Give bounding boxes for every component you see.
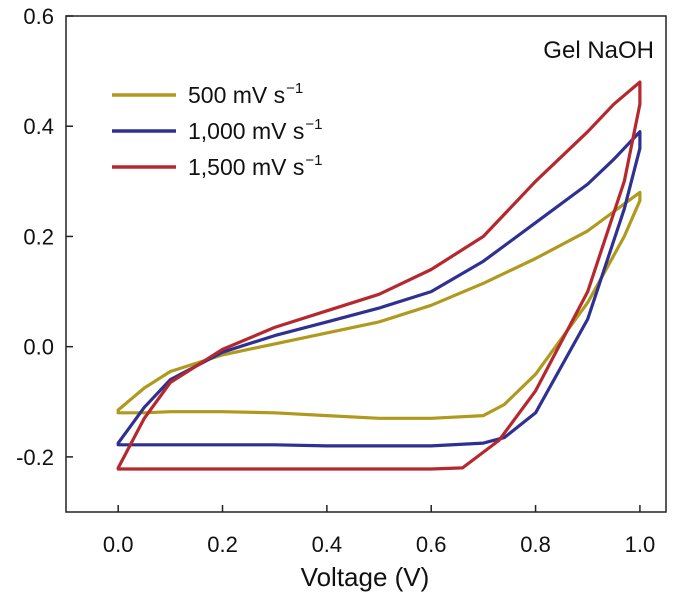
x-tick-label: 0.6 [416, 532, 447, 557]
x-tick-label: 0.8 [520, 532, 551, 557]
x-tick-label: 0.4 [312, 532, 343, 557]
x-axis-ticks: 0.0 0.2 0.4 0.6 0.8 1.0 [103, 505, 655, 557]
y-tick-label: 0.6 [23, 4, 54, 29]
y-tick-label: 0.4 [23, 114, 54, 139]
legend-label: 1,000 mV s−1 [188, 116, 322, 144]
series-line [116, 190, 642, 420]
series-line [116, 80, 642, 471]
legend-label: 500 mV s−1 [188, 80, 303, 108]
y-axis-ticks: -0.2 0.0 0.2 0.4 0.6 [16, 4, 73, 470]
series-layer [116, 80, 642, 471]
x-tick-label: 0.0 [103, 532, 134, 557]
y-tick-label: 0.2 [23, 224, 54, 249]
plot-frame [65, 15, 667, 513]
annotation-label: Gel NaOH [543, 37, 654, 64]
y-tick-label: 0.0 [23, 335, 54, 360]
y-tick-label: -0.2 [16, 445, 54, 470]
series-line [116, 130, 642, 448]
legend-label: 1,500 mV s−1 [188, 152, 322, 180]
legend: 500 mV s−1 1,000 mV s−1 1,500 mV s−1 [112, 80, 322, 180]
x-tick-label: 1.0 [625, 532, 656, 557]
x-tick-label: 0.2 [207, 532, 238, 557]
x-axis-title: Voltage (V) [301, 562, 430, 592]
